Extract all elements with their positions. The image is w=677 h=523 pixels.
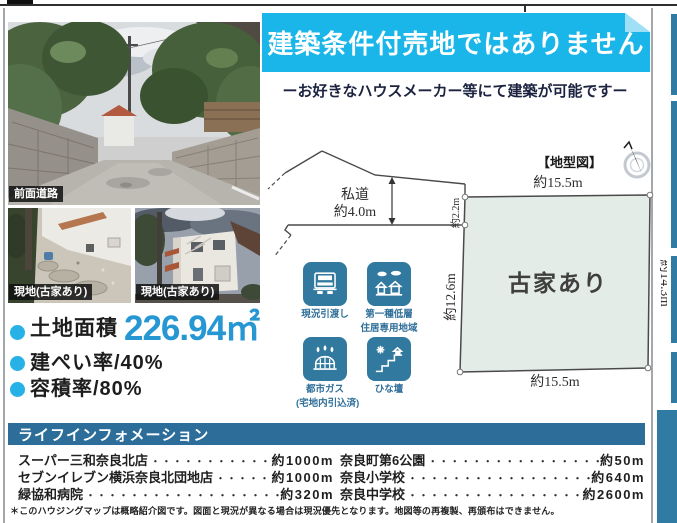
feature-zoning: 第一種低層 住居専用地域 bbox=[360, 262, 418, 334]
headline-subtitle: ーお好きなハウスメーカー等にて建築が可能ですー bbox=[282, 83, 628, 100]
city-gas-icon bbox=[303, 337, 347, 381]
site-left-photo-art bbox=[8, 208, 131, 303]
dim-left-label: 約12.6m bbox=[443, 273, 458, 321]
land-area-row: 土地面積 226.94㎡ bbox=[10, 308, 260, 348]
front-road-photo-art bbox=[8, 22, 260, 205]
place-name: 奈良小学校 bbox=[340, 470, 406, 485]
floor-area-ratio-value: 容積率/80% bbox=[30, 378, 143, 400]
photo-front-road bbox=[8, 22, 260, 205]
life-info-item: 奈良町第6公園 ・・・・・・・・・・・・・・・・・・・・ 約50m bbox=[340, 450, 645, 468]
life-info-header: ライフインフォメーション bbox=[18, 426, 210, 444]
compass-icon bbox=[618, 138, 656, 187]
terraced-lot-icon bbox=[367, 337, 411, 381]
place-name: スーパー三和奈良北店 bbox=[18, 453, 148, 468]
life-info-right-column: 奈良町第6公園 ・・・・・・・・・・・・・・・・・・・・ 約50m 奈良小学校 … bbox=[340, 450, 645, 502]
land-area-label: 土地面積 bbox=[30, 317, 118, 340]
feature-label: 第一種低層 bbox=[365, 309, 413, 320]
diagram-title: 【地型図】 bbox=[537, 155, 603, 170]
dim-small-label: 約2.2m bbox=[449, 198, 462, 228]
dot-leader: ・・・・・・・・・・・・・・・・・・・・・・・・・・ bbox=[85, 490, 280, 502]
place-distance: 約1000m bbox=[271, 470, 334, 485]
dot-leader: ・・・・・・・・・・・・・・・・・・・・・ bbox=[407, 473, 591, 485]
photo-label-front-road: 前面道路 bbox=[9, 186, 63, 202]
dot-leader: ・・・・・・・・・・・・・・・・・・・・ bbox=[215, 473, 272, 485]
life-info-item: スーパー三和奈良北店 ・・・・・・・・・・・・・・・・・・・・ 約1000m bbox=[18, 450, 334, 468]
life-info-header-bar: ライフインフォメーション bbox=[8, 423, 645, 445]
feature-city-gas: 都市ガス (宅地内引込済) bbox=[296, 337, 360, 409]
place-distance: 約320m bbox=[280, 487, 334, 502]
plot-diagram: 私道 約4.0m 約15.5m 約14.3m 約15.5m 約12.6m 約2.… bbox=[265, 135, 673, 398]
life-info-item: 奈良中学校 ・・・・・・・・・・・・・・・・・・・・ 約2600m bbox=[340, 484, 645, 502]
life-info-left-column: スーパー三和奈良北店 ・・・・・・・・・・・・・・・・・・・・ 約1000m セ… bbox=[18, 450, 334, 502]
edge-strip-segment bbox=[671, 256, 677, 343]
photo-label-text: 現地(古家あり) bbox=[14, 286, 88, 298]
road-width-label: 約4.0m bbox=[334, 204, 376, 220]
edge-strip-segment bbox=[671, 352, 677, 403]
footnote: ＊このハウジングマップは概略紹介図です。図面と現況が異なる場合は現況優先となりま… bbox=[10, 506, 560, 516]
dim-bottom-label: 約15.5m bbox=[530, 374, 579, 390]
place-name: 緑協和病院 bbox=[18, 487, 84, 502]
feature-label: 都市ガス bbox=[305, 384, 344, 395]
top-cropped-tab bbox=[7, 0, 33, 6]
dim-right-label: 約14.3m bbox=[658, 259, 667, 307]
road-name-label: 私道 bbox=[341, 187, 369, 203]
feature-terraced: ひな壇 bbox=[360, 337, 418, 398]
dot-leader: ・・・・・・・・・・・・・・・・・・・・ bbox=[407, 490, 583, 502]
dim-top-label: 約15.5m bbox=[533, 175, 582, 191]
edge-strip-segment bbox=[671, 14, 677, 95]
place-distance: 約640m bbox=[591, 470, 645, 485]
bullet-icon bbox=[10, 382, 25, 397]
place-name: セブンイレブン横浜奈良北団地店 bbox=[18, 470, 214, 485]
floor-area-ratio-row: 容積率/80% bbox=[10, 378, 143, 400]
photo-label-text: 現地(古家あり) bbox=[141, 286, 215, 298]
plot-note-label: 古家あり bbox=[508, 270, 608, 296]
dot-leader: ・・・・・・・・・・・・・・・・・・・・ bbox=[427, 456, 600, 468]
edge-strip-segment bbox=[671, 101, 677, 248]
photo-label-text: 前面道路 bbox=[14, 188, 58, 200]
low-rise-zoning-icon bbox=[367, 262, 411, 306]
feature-label: ひな壇 bbox=[374, 384, 404, 395]
land-area-value: 226.94㎡ bbox=[124, 308, 260, 348]
dot-leader: ・・・・・・・・・・・・・・・・・・・・ bbox=[149, 456, 272, 468]
life-info-item: 奈良小学校 ・・・・・・・・・・・・・・・・・・・・・ 約640m bbox=[340, 467, 645, 485]
edge-strip-block bbox=[657, 410, 677, 523]
place-distance: 約2600m bbox=[582, 487, 645, 502]
place-distance: 約1000m bbox=[271, 453, 334, 468]
feature-label-2: 住居専用地域 bbox=[360, 323, 418, 334]
life-info-item: 緑協和病院 ・・・・・・・・・・・・・・・・・・・・・・・・・・ 約320m bbox=[18, 484, 334, 502]
top-border-tick bbox=[524, 4, 526, 12]
place-name: 奈良中学校 bbox=[340, 487, 406, 502]
headline-banner: 建築条件付売地ではありません bbox=[262, 13, 650, 72]
top-border-line bbox=[0, 4, 677, 6]
building-coverage-value: 建ぺい率/40% bbox=[30, 352, 164, 374]
page-left-border bbox=[3, 8, 5, 523]
building-coverage-row: 建ぺい率/40% bbox=[10, 352, 164, 374]
page-right-border bbox=[651, 8, 653, 523]
place-name: 奈良町第6公園 bbox=[340, 453, 426, 468]
bullet-icon bbox=[10, 325, 25, 340]
feature-label: 現況引渡し bbox=[301, 309, 349, 320]
handover-truck-icon bbox=[303, 262, 347, 306]
bullet-icon bbox=[10, 356, 25, 371]
photo-label-site-right: 現地(古家あり) bbox=[136, 284, 220, 300]
feature-handover: 現況引渡し bbox=[296, 262, 354, 323]
life-info-item: セブンイレブン横浜奈良北団地店 ・・・・・・・・・・・・・・・・・・・・ 約10… bbox=[18, 467, 334, 485]
headline-title: 建築条件付売地ではありません bbox=[267, 29, 645, 59]
feature-label-2: (宅地内引込済) bbox=[296, 398, 360, 409]
photo-label-site-left: 現地(古家あり) bbox=[9, 284, 93, 300]
place-distance: 約50m bbox=[599, 453, 645, 468]
